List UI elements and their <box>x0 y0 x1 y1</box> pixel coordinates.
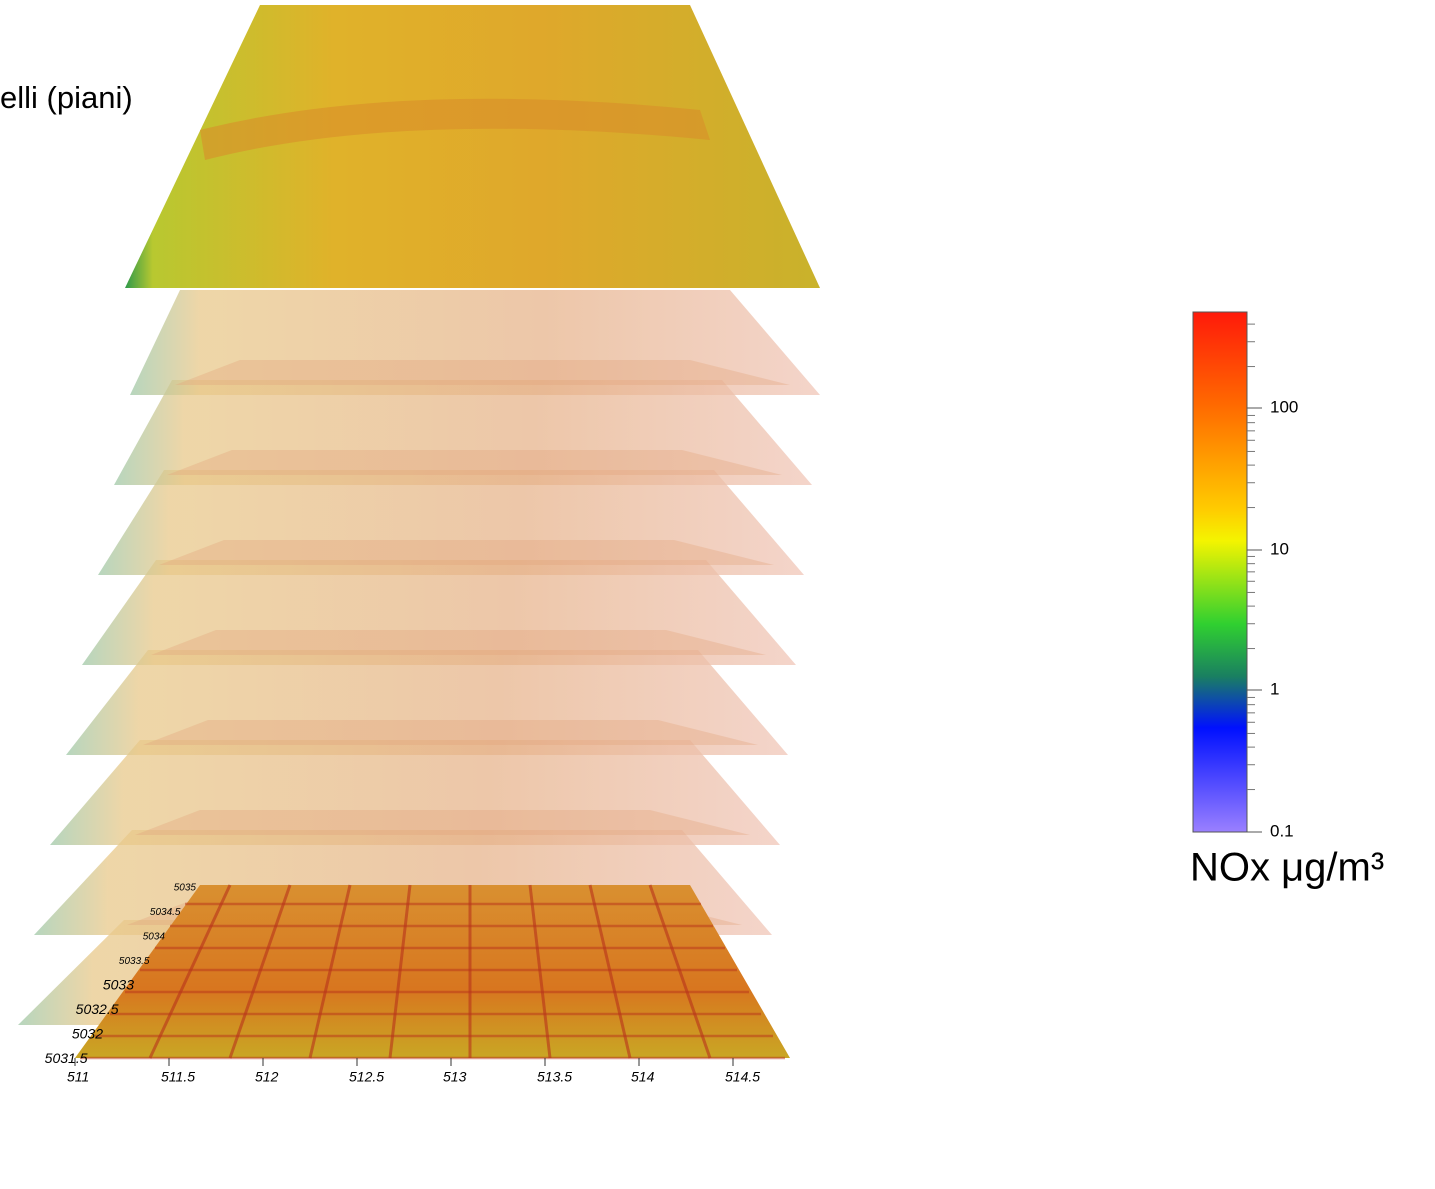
y-tick-label: 5034.5 <box>150 907 181 918</box>
x-tick-label: 514 <box>631 1069 655 1085</box>
x-tick-label: 511 <box>67 1069 89 1085</box>
y-tick-label: 5031.5 <box>45 1050 88 1066</box>
heading: elli (piani) <box>0 80 133 115</box>
plane-layer <box>143 720 758 745</box>
plane-layer <box>175 360 790 385</box>
colorbar-ticks: 100 10 1 0.1 <box>1247 324 1298 840</box>
x-tick-label: 512 <box>255 1069 279 1085</box>
planes: 511 511.5 512 512.5 513 513.5 514 514.5 5035 5034… <box>18 5 820 1085</box>
x-tick-label: 513 <box>443 1069 467 1085</box>
visual: 511 511.5 512 512.5 513 513.5 514 514.5 5035 5034… <box>0 0 1435 1189</box>
plane-layer <box>159 540 774 565</box>
colorbar-tick-label: 100 <box>1270 397 1298 416</box>
colorbar-tick-label: 10 <box>1270 539 1289 558</box>
slide: 511 511.5 512 512.5 513 513.5 514 514.5 5035 5034… <box>0 0 1435 1189</box>
y-tick-label: 5034 <box>143 932 166 943</box>
y-tick-label: 5032 <box>72 1026 103 1042</box>
plane-layer <box>151 630 766 655</box>
colorbar <box>1193 312 1247 832</box>
plane-layer <box>167 450 782 475</box>
plane-layer <box>135 810 750 835</box>
colorbar-tick-label: 0.1 <box>1270 821 1294 840</box>
colorbar-tick-label: 1 <box>1270 679 1279 698</box>
y-tick-label: 5033 <box>103 977 134 993</box>
y-tick-label: 5033.5 <box>119 956 150 967</box>
x-tick-label: 513.5 <box>537 1069 572 1085</box>
x-tick-label: 511.5 <box>161 1069 195 1085</box>
y-tick-label: 5035 <box>174 883 197 894</box>
x-tick-label: 514.5 <box>725 1069 760 1085</box>
colorbar-label: NOx μg/m³ <box>1190 846 1384 890</box>
x-tick-label: 512.5 <box>349 1069 384 1085</box>
y-tick-label: 5032.5 <box>76 1001 119 1017</box>
base-plane <box>75 885 790 1058</box>
